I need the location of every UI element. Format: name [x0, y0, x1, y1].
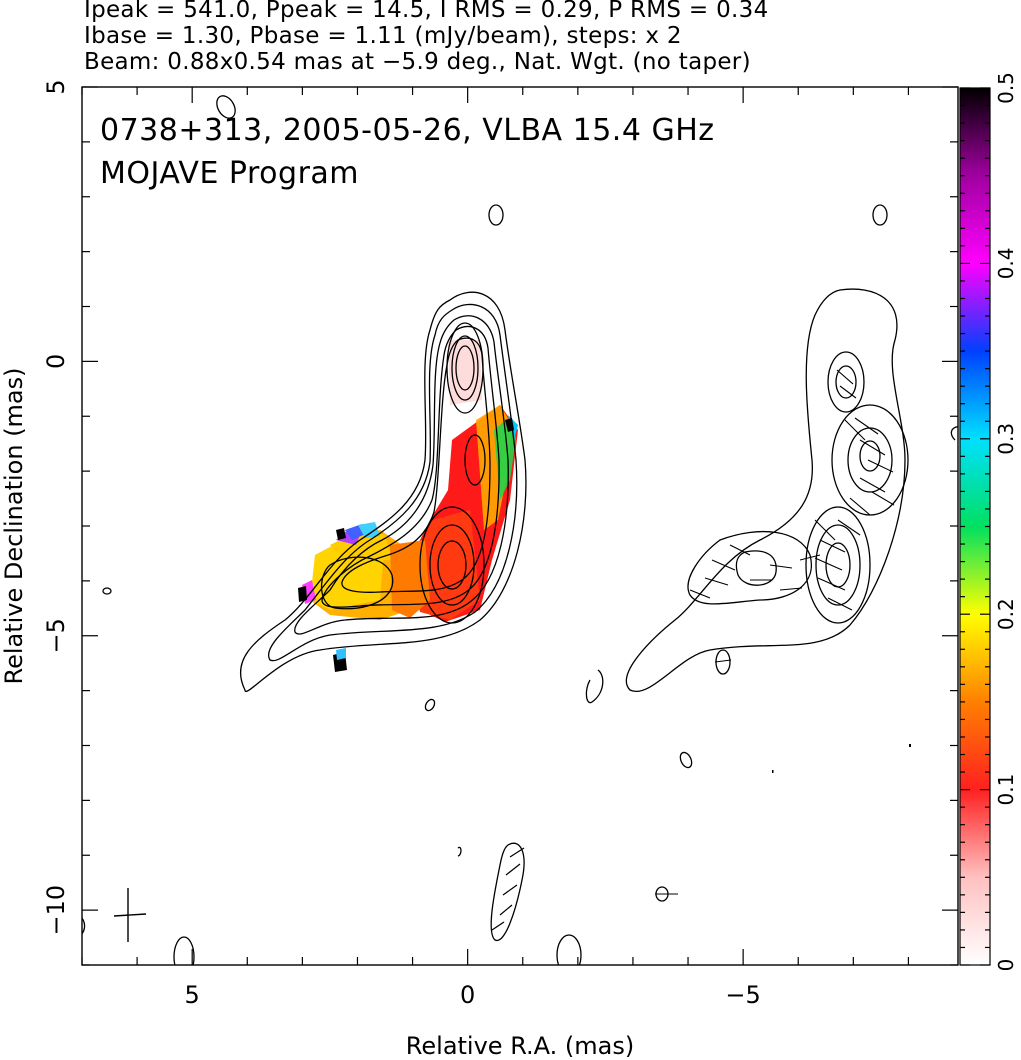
evpa-ticks-right — [655, 369, 895, 895]
x-tick-labels: 5 0 −5 — [185, 981, 761, 1009]
plot-frame — [81, 86, 959, 966]
beam-marker — [113, 888, 147, 942]
y-tick-label: 0 — [42, 354, 70, 369]
y-tick-label: −5 — [42, 618, 70, 653]
plot-area — [82, 95, 958, 965]
chart-title: 0738+313, 2005-05-26, VLBA 15.4 GHz — [100, 113, 715, 148]
header-line-2: Ibase = 1.30, Pbase = 1.11 (mJy/beam), s… — [84, 23, 682, 49]
header-line-3: Beam: 0.88x0.54 mas at −5.9 deg., Nat. W… — [84, 49, 751, 75]
axis-ticks — [81, 86, 958, 966]
colorbar-tick-label: 0.5 — [994, 72, 1018, 104]
colorbar-tick-label: 0.4 — [994, 247, 1018, 279]
y-axis-label: Relative Declination (mas) — [0, 367, 28, 684]
colorbar-tick-label: 0 — [994, 959, 1018, 972]
x-tick-label: 0 — [460, 981, 475, 1009]
y-tick-label: 5 — [42, 79, 70, 94]
header-line-1: Ipeak = 541.0, Ppeak = 14.5, I RMS = 0.2… — [84, 0, 769, 23]
colorbar-tick-labels: 0 0.1 0.2 0.3 0.4 0.5 — [994, 72, 1018, 971]
colorbar-tick-label: 0.2 — [994, 598, 1018, 630]
x-axis-label: Relative R.A. (mas) — [406, 1032, 634, 1060]
colorbar-ticks — [960, 87, 990, 966]
chart-subtitle: MOJAVE Program — [100, 156, 359, 191]
intensity-contours-right — [625, 204, 958, 902]
evpa-ticks-south — [491, 847, 525, 931]
colorbar-tick-label: 0.1 — [994, 774, 1018, 806]
colorbar-tick-label: 0.3 — [994, 423, 1018, 455]
y-tick-label: −10 — [42, 885, 70, 936]
x-tick-label: −5 — [725, 981, 760, 1009]
y-tick-labels: 5 0 −5 −10 — [42, 79, 70, 935]
x-tick-label: 5 — [185, 981, 200, 1009]
intensity-contours-left — [82, 95, 604, 965]
